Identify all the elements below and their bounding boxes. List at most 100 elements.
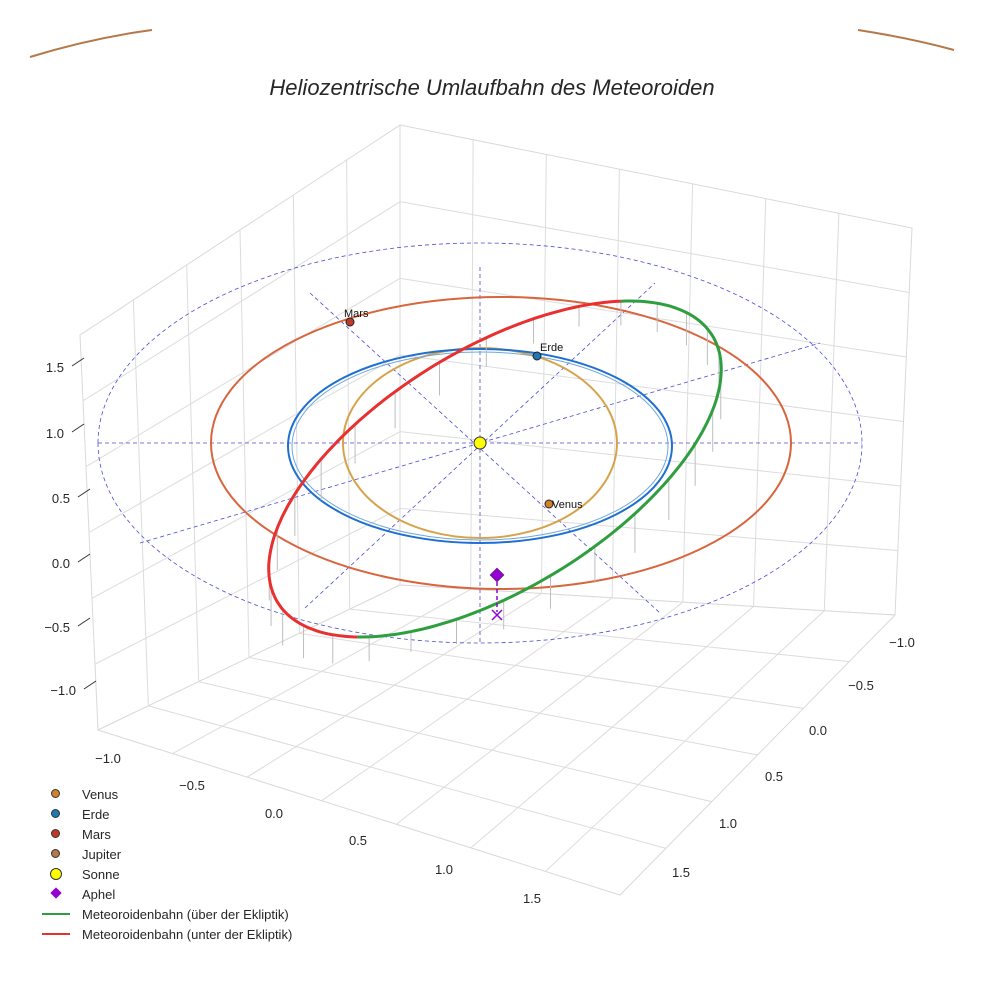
- grid-line: [148, 705, 666, 849]
- legend-item: Aphel: [36, 884, 292, 904]
- x-tick-label: −1.0: [95, 751, 121, 766]
- sun: [473, 436, 487, 450]
- y-tick-label: −0.5: [848, 678, 874, 693]
- grid-line: [248, 657, 758, 756]
- orbit-jupiter-right: [857, 29, 955, 51]
- legend-symbol: [42, 913, 70, 915]
- y-tick-label: 1.0: [719, 816, 737, 831]
- x-tick-label: 1.5: [523, 891, 541, 906]
- z-tick-label: −1.0: [50, 683, 76, 698]
- meteoroid-orbit: [267, 299, 723, 639]
- z-tick-mark: [71, 357, 85, 367]
- legend-symbol: [50, 887, 62, 899]
- legend-symbol: [42, 933, 70, 935]
- ecliptic-axis: [139, 342, 821, 544]
- x-tick-label: −0.5: [179, 778, 205, 793]
- legend-item: Erde: [36, 804, 292, 824]
- orbit-erde-inner: [291, 351, 669, 541]
- y-tick-label: 0.0: [809, 723, 827, 738]
- grid-line: [611, 169, 620, 598]
- planet-label-erde: Erde: [540, 342, 563, 354]
- grid-line: [470, 139, 474, 590]
- grid-line: [753, 198, 767, 607]
- z-tick-label: 1.5: [46, 360, 64, 375]
- legend-item: Meteoroidenbahn (über der Ekliptik): [36, 904, 292, 924]
- grid-line: [239, 229, 250, 658]
- grid-line: [823, 213, 840, 611]
- grid-line: [299, 632, 804, 709]
- orbit-mars: [210, 296, 793, 590]
- grid-line: [395, 601, 684, 825]
- planet-orbits: [29, 29, 955, 590]
- z-tick-mark: [77, 553, 91, 563]
- legend-label: Jupiter: [82, 846, 122, 862]
- grid-line: [186, 264, 200, 682]
- legend-symbol: [51, 829, 60, 838]
- legend-symbol: [51, 789, 60, 798]
- legend-label: Mars: [82, 826, 111, 842]
- grid-line: [349, 608, 850, 663]
- planet-label-venus: Venus: [552, 499, 583, 511]
- legend-symbol: [51, 809, 60, 818]
- x-tick-label: 1.0: [435, 862, 453, 877]
- x-tick-label: 0.0: [265, 806, 283, 821]
- grid-line: [246, 593, 542, 778]
- legend-label: Meteoroidenbahn (unter der Ekliptik): [82, 926, 293, 942]
- z-tick-mark: [83, 680, 97, 690]
- z-tick-label: 0.0: [52, 556, 70, 571]
- legend-key: [36, 904, 76, 924]
- z-tick-mark: [71, 423, 85, 433]
- legend-item: Sonne: [36, 864, 292, 884]
- legend-item: Meteoroidenbahn (unter der Ekliptik): [36, 924, 292, 944]
- legend-key: [36, 884, 76, 904]
- legend-label: Sonne: [82, 866, 120, 882]
- legend-key: [36, 864, 76, 884]
- grid-line: [198, 681, 712, 803]
- z-tick-mark: [77, 488, 91, 498]
- grid-line: [399, 507, 898, 551]
- x-tick-label: 0.5: [349, 833, 367, 848]
- grid-line: [399, 201, 910, 293]
- orbit-erde: [287, 348, 674, 544]
- z-tick-label: 0.5: [52, 491, 70, 506]
- legend: Venus Erde Mars Jupiter Sonne Aphel Meteoroide…: [36, 784, 292, 944]
- legend-key: [36, 784, 76, 804]
- grid-line: [399, 354, 904, 422]
- y-tick-label: 0.5: [765, 769, 783, 784]
- planet-label-mars: Mars: [344, 308, 369, 320]
- legend-key: [36, 824, 76, 844]
- legend-symbol: [51, 849, 60, 858]
- orbit-venus: [342, 347, 619, 539]
- legend-item: Jupiter: [36, 844, 292, 864]
- legend-key: [36, 844, 76, 864]
- grid-line: [172, 588, 471, 755]
- chart-title: Heliozentrische Umlaufbahn des Meteoroid…: [269, 75, 714, 100]
- axis-ticks: 1.5 1.0 0.5 0.0 −0.5 −1.0 −1.0 −0.5 0.0 0.5 1.0 1.5…: [44, 357, 915, 906]
- grid-line: [682, 183, 694, 603]
- legend-label: Meteoroidenbahn (über der Ekliptik): [82, 906, 289, 922]
- z-tick-label: −0.5: [44, 620, 70, 635]
- legend-symbol: [50, 868, 62, 880]
- legend-key: [36, 804, 76, 824]
- z-tick-mark: [77, 617, 91, 627]
- grid-line: [346, 159, 351, 610]
- grid-line: [540, 154, 547, 594]
- planet-erde: [532, 351, 542, 361]
- meteoroid-orbit-below: [267, 299, 621, 639]
- orbit-jupiter-left: [29, 29, 153, 58]
- legend-item: Mars: [36, 824, 292, 844]
- aphel-projection-x: [491, 609, 503, 621]
- legend-label: Venus: [82, 786, 119, 802]
- planet-mars: [345, 317, 355, 327]
- grid-line: [132, 299, 149, 706]
- grid-line: [470, 606, 754, 849]
- legend-label: Erde: [82, 806, 110, 822]
- y-tick-label: −1.0: [889, 635, 915, 650]
- legend-key: [36, 924, 76, 944]
- z-tick-label: 1.0: [46, 426, 64, 441]
- grid-line: [545, 610, 825, 872]
- y-tick-label: 1.5: [672, 865, 690, 880]
- legend-item: Venus: [36, 784, 292, 804]
- planet-venus: [544, 499, 554, 509]
